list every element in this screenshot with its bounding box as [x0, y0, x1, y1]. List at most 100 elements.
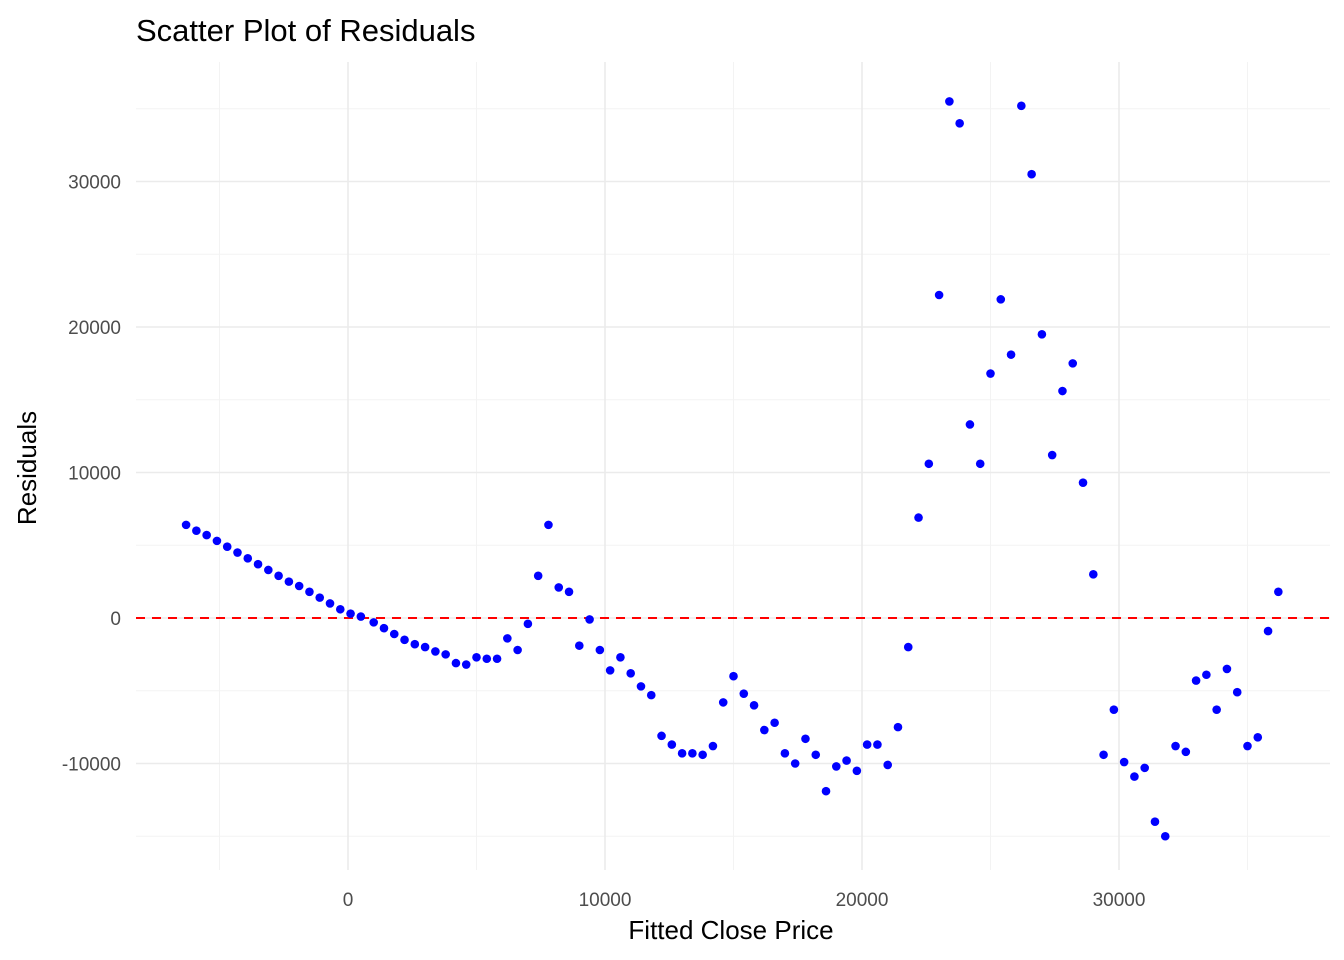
- data-point: [1068, 359, 1078, 368]
- data-point: [965, 420, 975, 429]
- data-point: [325, 599, 335, 608]
- data-point: [253, 559, 263, 569]
- data-point: [708, 741, 718, 751]
- data-point: [914, 513, 923, 522]
- data-point: [1171, 741, 1180, 751]
- data-point: [274, 571, 283, 581]
- data-point: [1037, 329, 1047, 339]
- y-tick-label: -10000: [62, 755, 121, 776]
- data-point: [842, 756, 851, 765]
- data-point: [315, 593, 325, 602]
- data-point: [1006, 350, 1016, 359]
- data-point: [924, 459, 934, 469]
- data-point: [1109, 705, 1119, 714]
- grid: [136, 62, 1330, 870]
- data-point: [1078, 478, 1088, 487]
- data-point: [811, 750, 821, 760]
- y-axis-title: Residuals: [12, 411, 42, 525]
- data-point: [883, 760, 892, 770]
- data-point: [451, 658, 461, 668]
- x-tick-label: 10000: [579, 890, 632, 911]
- data-point: [677, 749, 687, 758]
- data-point: [1160, 831, 1170, 841]
- data-point: [626, 668, 635, 678]
- y-tick-label: 10000: [68, 464, 121, 485]
- data-point: [513, 645, 522, 655]
- data-point: [284, 577, 294, 586]
- y-tick-label: 30000: [68, 173, 121, 194]
- data-point: [243, 554, 253, 563]
- data-points: [181, 97, 1283, 841]
- data-point: [862, 740, 872, 749]
- data-point: [389, 629, 399, 639]
- data-point: [585, 615, 594, 624]
- data-point: [410, 639, 420, 649]
- data-point: [554, 583, 564, 592]
- data-point: [790, 759, 800, 768]
- data-point: [346, 609, 355, 618]
- data-point: [1017, 101, 1026, 111]
- data-point: [852, 766, 862, 776]
- data-point: [760, 725, 769, 735]
- data-point: [1232, 687, 1242, 697]
- data-point: [544, 520, 553, 530]
- data-point: [1047, 450, 1057, 460]
- data-point: [356, 612, 366, 621]
- data-point: [533, 571, 543, 581]
- data-point: [369, 618, 379, 627]
- data-point: [503, 634, 512, 643]
- data-point: [420, 642, 430, 652]
- data-point: [1130, 772, 1139, 781]
- y-axis-ticks: -10000 0 10000 20000 30000: [62, 173, 121, 776]
- data-point: [212, 536, 222, 546]
- data-point: [688, 749, 697, 758]
- data-point: [181, 520, 191, 530]
- data-point: [1140, 763, 1149, 773]
- data-point: [698, 750, 707, 760]
- data-point: [492, 654, 502, 664]
- data-point: [975, 459, 985, 469]
- data-point: [821, 786, 831, 796]
- data-point: [192, 526, 201, 535]
- data-point: [718, 698, 728, 707]
- data-point: [1243, 741, 1252, 751]
- data-point: [472, 652, 481, 662]
- data-point: [202, 530, 211, 540]
- data-point: [431, 647, 440, 656]
- data-point: [873, 740, 882, 749]
- data-point: [832, 762, 841, 771]
- data-point: [986, 369, 995, 378]
- data-point: [729, 671, 738, 681]
- data-point: [996, 295, 1006, 304]
- data-point: [233, 548, 242, 557]
- data-point: [379, 623, 389, 633]
- data-point: [801, 734, 810, 744]
- data-point: [1222, 664, 1232, 674]
- data-point: [523, 619, 533, 629]
- data-point: [264, 565, 273, 575]
- y-tick-label: 0: [110, 609, 121, 630]
- data-point: [780, 749, 790, 758]
- data-point: [1089, 570, 1098, 579]
- x-tick-label: 30000: [1093, 890, 1146, 911]
- data-point: [749, 701, 759, 710]
- data-point: [222, 542, 232, 552]
- data-point: [1202, 670, 1211, 680]
- y-tick-label: 20000: [68, 318, 121, 339]
- chart-title: Scatter Plot of Residuals: [136, 13, 475, 48]
- data-point: [657, 731, 666, 741]
- data-point: [1274, 587, 1283, 597]
- x-axis-ticks: 0 10000 20000 30000: [343, 890, 1146, 911]
- data-point: [770, 718, 779, 728]
- data-point: [1191, 676, 1201, 685]
- data-point: [667, 740, 677, 749]
- x-tick-label: 0: [343, 890, 354, 911]
- data-point: [1099, 750, 1108, 760]
- data-point: [739, 689, 749, 698]
- data-point: [441, 650, 450, 659]
- data-point: [945, 97, 954, 106]
- x-tick-label: 20000: [836, 890, 889, 911]
- data-point: [646, 690, 656, 700]
- x-axis-title: Fitted Close Price: [628, 915, 833, 945]
